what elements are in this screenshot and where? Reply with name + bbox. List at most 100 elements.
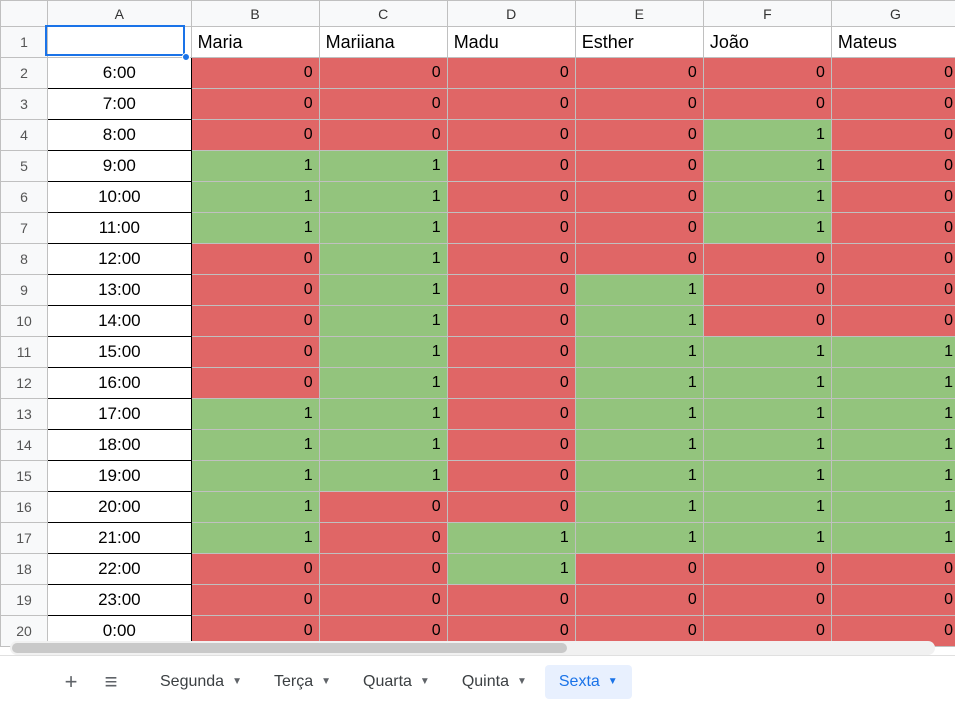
availability-cell[interactable]: 1 (191, 182, 319, 213)
availability-cell[interactable]: 0 (191, 337, 319, 368)
availability-cell[interactable]: 1 (575, 523, 703, 554)
time-cell[interactable]: 13:00 (48, 275, 191, 306)
availability-cell[interactable]: 0 (575, 120, 703, 151)
sheet-tab[interactable]: Segunda▼ (146, 665, 256, 699)
availability-cell[interactable]: 1 (191, 213, 319, 244)
row-header[interactable]: 4 (1, 120, 48, 151)
availability-cell[interactable]: 0 (447, 182, 575, 213)
chevron-down-icon[interactable]: ▼ (608, 676, 618, 687)
time-cell[interactable]: 23:00 (48, 585, 191, 616)
availability-cell[interactable]: 1 (191, 523, 319, 554)
person-header-cell[interactable]: Madu (447, 27, 575, 58)
row-header[interactable]: 17 (1, 523, 48, 554)
row-header[interactable]: 3 (1, 89, 48, 120)
availability-cell[interactable]: 1 (703, 368, 831, 399)
availability-cell[interactable]: 0 (447, 430, 575, 461)
availability-cell[interactable]: 1 (447, 523, 575, 554)
availability-cell[interactable]: 0 (191, 89, 319, 120)
column-header[interactable]: E (575, 1, 703, 27)
availability-cell[interactable]: 1 (575, 399, 703, 430)
time-cell[interactable]: 16:00 (48, 368, 191, 399)
availability-cell[interactable]: 1 (831, 461, 955, 492)
sheet-tab[interactable]: Sexta▼ (545, 665, 632, 699)
availability-cell[interactable]: 0 (831, 275, 955, 306)
person-header-cell[interactable]: Maria (191, 27, 319, 58)
availability-cell[interactable]: 1 (319, 399, 447, 430)
time-cell[interactable]: 9:00 (48, 151, 191, 182)
availability-cell[interactable]: 0 (575, 89, 703, 120)
availability-cell[interactable]: 0 (831, 58, 955, 89)
availability-cell[interactable]: 1 (191, 151, 319, 182)
availability-cell[interactable]: 1 (191, 461, 319, 492)
row-header[interactable]: 6 (1, 182, 48, 213)
row-header[interactable]: 13 (1, 399, 48, 430)
availability-cell[interactable]: 0 (447, 275, 575, 306)
availability-cell[interactable]: 1 (703, 337, 831, 368)
availability-cell[interactable]: 0 (191, 120, 319, 151)
availability-cell[interactable]: 0 (319, 492, 447, 523)
availability-cell[interactable]: 0 (447, 399, 575, 430)
availability-cell[interactable]: 0 (831, 89, 955, 120)
availability-cell[interactable]: 0 (319, 523, 447, 554)
row-header[interactable]: 5 (1, 151, 48, 182)
availability-cell[interactable]: 1 (447, 554, 575, 585)
availability-cell[interactable]: 0 (575, 182, 703, 213)
availability-cell[interactable]: 0 (191, 554, 319, 585)
availability-cell[interactable]: 0 (575, 554, 703, 585)
add-sheet-button[interactable]: + (54, 665, 88, 699)
availability-cell[interactable]: 0 (319, 554, 447, 585)
time-cell[interactable]: 15:00 (48, 337, 191, 368)
availability-cell[interactable]: 0 (831, 151, 955, 182)
availability-cell[interactable]: 1 (703, 461, 831, 492)
availability-cell[interactable]: 0 (191, 58, 319, 89)
row-header[interactable]: 16 (1, 492, 48, 523)
row-header[interactable]: 1 (1, 27, 48, 58)
availability-cell[interactable]: 0 (447, 244, 575, 275)
column-header[interactable]: B (191, 1, 319, 27)
availability-cell[interactable]: 1 (191, 399, 319, 430)
time-cell[interactable]: 8:00 (48, 120, 191, 151)
availability-cell[interactable]: 1 (703, 523, 831, 554)
availability-cell[interactable]: 0 (447, 368, 575, 399)
availability-cell[interactable]: 1 (575, 306, 703, 337)
availability-cell[interactable]: 1 (831, 337, 955, 368)
availability-cell[interactable]: 0 (703, 306, 831, 337)
availability-cell[interactable]: 0 (831, 213, 955, 244)
availability-cell[interactable]: 1 (703, 151, 831, 182)
availability-cell[interactable]: 0 (703, 58, 831, 89)
time-cell[interactable]: 11:00 (48, 213, 191, 244)
chevron-down-icon[interactable]: ▼ (517, 676, 527, 687)
availability-cell[interactable]: 0 (447, 337, 575, 368)
availability-cell[interactable]: 0 (703, 554, 831, 585)
availability-cell[interactable]: 1 (319, 244, 447, 275)
person-header-cell[interactable]: Mariiana (319, 27, 447, 58)
row-header[interactable]: 14 (1, 430, 48, 461)
availability-cell[interactable]: 1 (831, 492, 955, 523)
availability-cell[interactable]: 0 (703, 244, 831, 275)
time-cell[interactable]: 14:00 (48, 306, 191, 337)
row-header[interactable]: 12 (1, 368, 48, 399)
availability-cell[interactable]: 1 (191, 430, 319, 461)
time-cell[interactable]: 12:00 (48, 244, 191, 275)
row-header[interactable]: 19 (1, 585, 48, 616)
availability-cell[interactable]: 1 (703, 182, 831, 213)
availability-cell[interactable]: 0 (703, 89, 831, 120)
availability-cell[interactable]: 1 (703, 430, 831, 461)
row-header[interactable]: 8 (1, 244, 48, 275)
column-header[interactable]: C (319, 1, 447, 27)
row-header[interactable]: 2 (1, 58, 48, 89)
cell-a1[interactable] (48, 27, 191, 58)
availability-cell[interactable]: 1 (575, 337, 703, 368)
person-header-cell[interactable]: Mateus (831, 27, 955, 58)
availability-cell[interactable]: 0 (575, 58, 703, 89)
availability-cell[interactable]: 0 (831, 244, 955, 275)
availability-cell[interactable]: 0 (831, 306, 955, 337)
availability-cell[interactable]: 1 (319, 368, 447, 399)
availability-cell[interactable]: 0 (447, 58, 575, 89)
time-cell[interactable]: 6:00 (48, 58, 191, 89)
availability-cell[interactable]: 0 (191, 585, 319, 616)
availability-cell[interactable]: 0 (447, 120, 575, 151)
time-cell[interactable]: 19:00 (48, 461, 191, 492)
availability-cell[interactable]: 1 (831, 399, 955, 430)
horizontal-scrollbar[interactable] (10, 641, 935, 655)
